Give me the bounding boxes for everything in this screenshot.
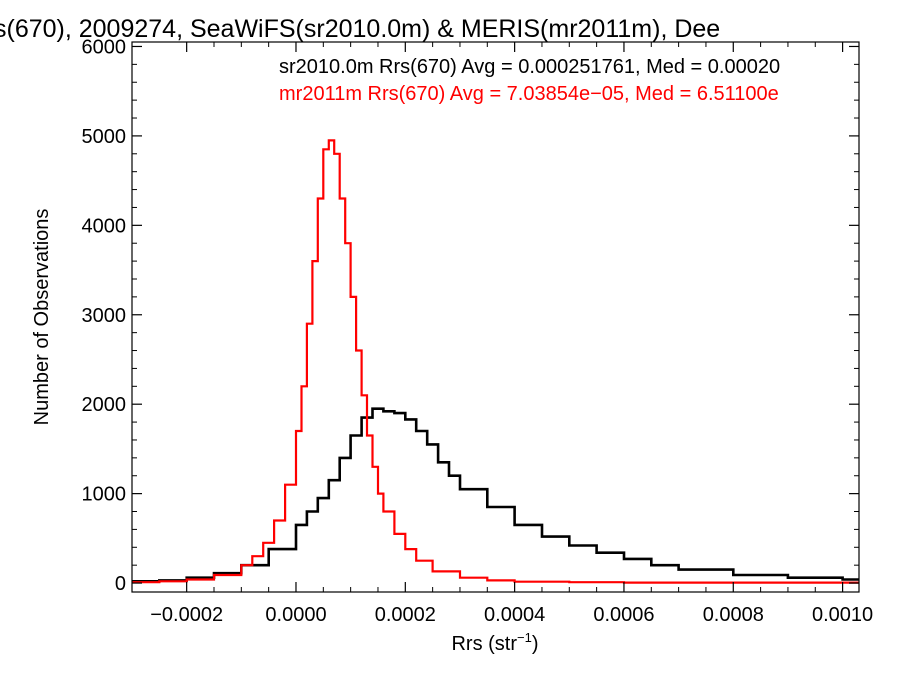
legend-entry-sr2010: sr2010.0m Rrs(670) Avg = 0.000251761, Me… [279,56,780,78]
x-axis: −0.0002 0.0000 0.0002 0.0004 0.0006 0.0008 0.0… [150,42,873,626]
series-layer [132,139,859,584]
x-axis-label-superscript: −1 [517,630,532,645]
y-tick-label: 1000 [82,484,127,506]
chart-title: s(670), 2009274, SeaWiFS(sr2010.0m) & ME… [0,15,720,43]
series-line-1 [132,139,859,584]
x-tick-label: 0.0000 [265,604,326,626]
y-tick-label: 0 [115,573,126,595]
x-tick-label: 0.0002 [375,604,436,626]
x-axis-label: Rrs (str−1) [451,630,538,655]
y-axis: 0 1000 2000 3000 4000 5000 6000 [82,36,859,595]
y-tick-label: 5000 [82,126,127,148]
y-tick-label: 2000 [82,394,127,416]
x-tick-label: 0.0010 [812,604,873,626]
y-tick-label: 6000 [82,36,127,58]
x-axis-label-end: ) [532,633,539,655]
y-tick-label: 4000 [82,215,127,237]
series-line-0 [132,407,859,583]
x-tick-label: 0.0004 [484,604,545,626]
x-axis-label-text: Rrs (str [451,633,517,655]
y-axis-label: Number of Observations [31,209,53,426]
legend-entry-mr2011: mr2011m Rrs(670) Avg = 7.03854e−05, Med … [279,83,779,105]
x-tick-label: −0.0002 [150,604,223,626]
y-tick-label: 3000 [82,305,127,327]
x-tick-label: 0.0006 [593,604,654,626]
plot-frame [131,41,860,593]
x-tick-label: 0.0008 [703,604,764,626]
legend: sr2010.0m Rrs(670) Avg = 0.000251761, Me… [279,56,780,105]
